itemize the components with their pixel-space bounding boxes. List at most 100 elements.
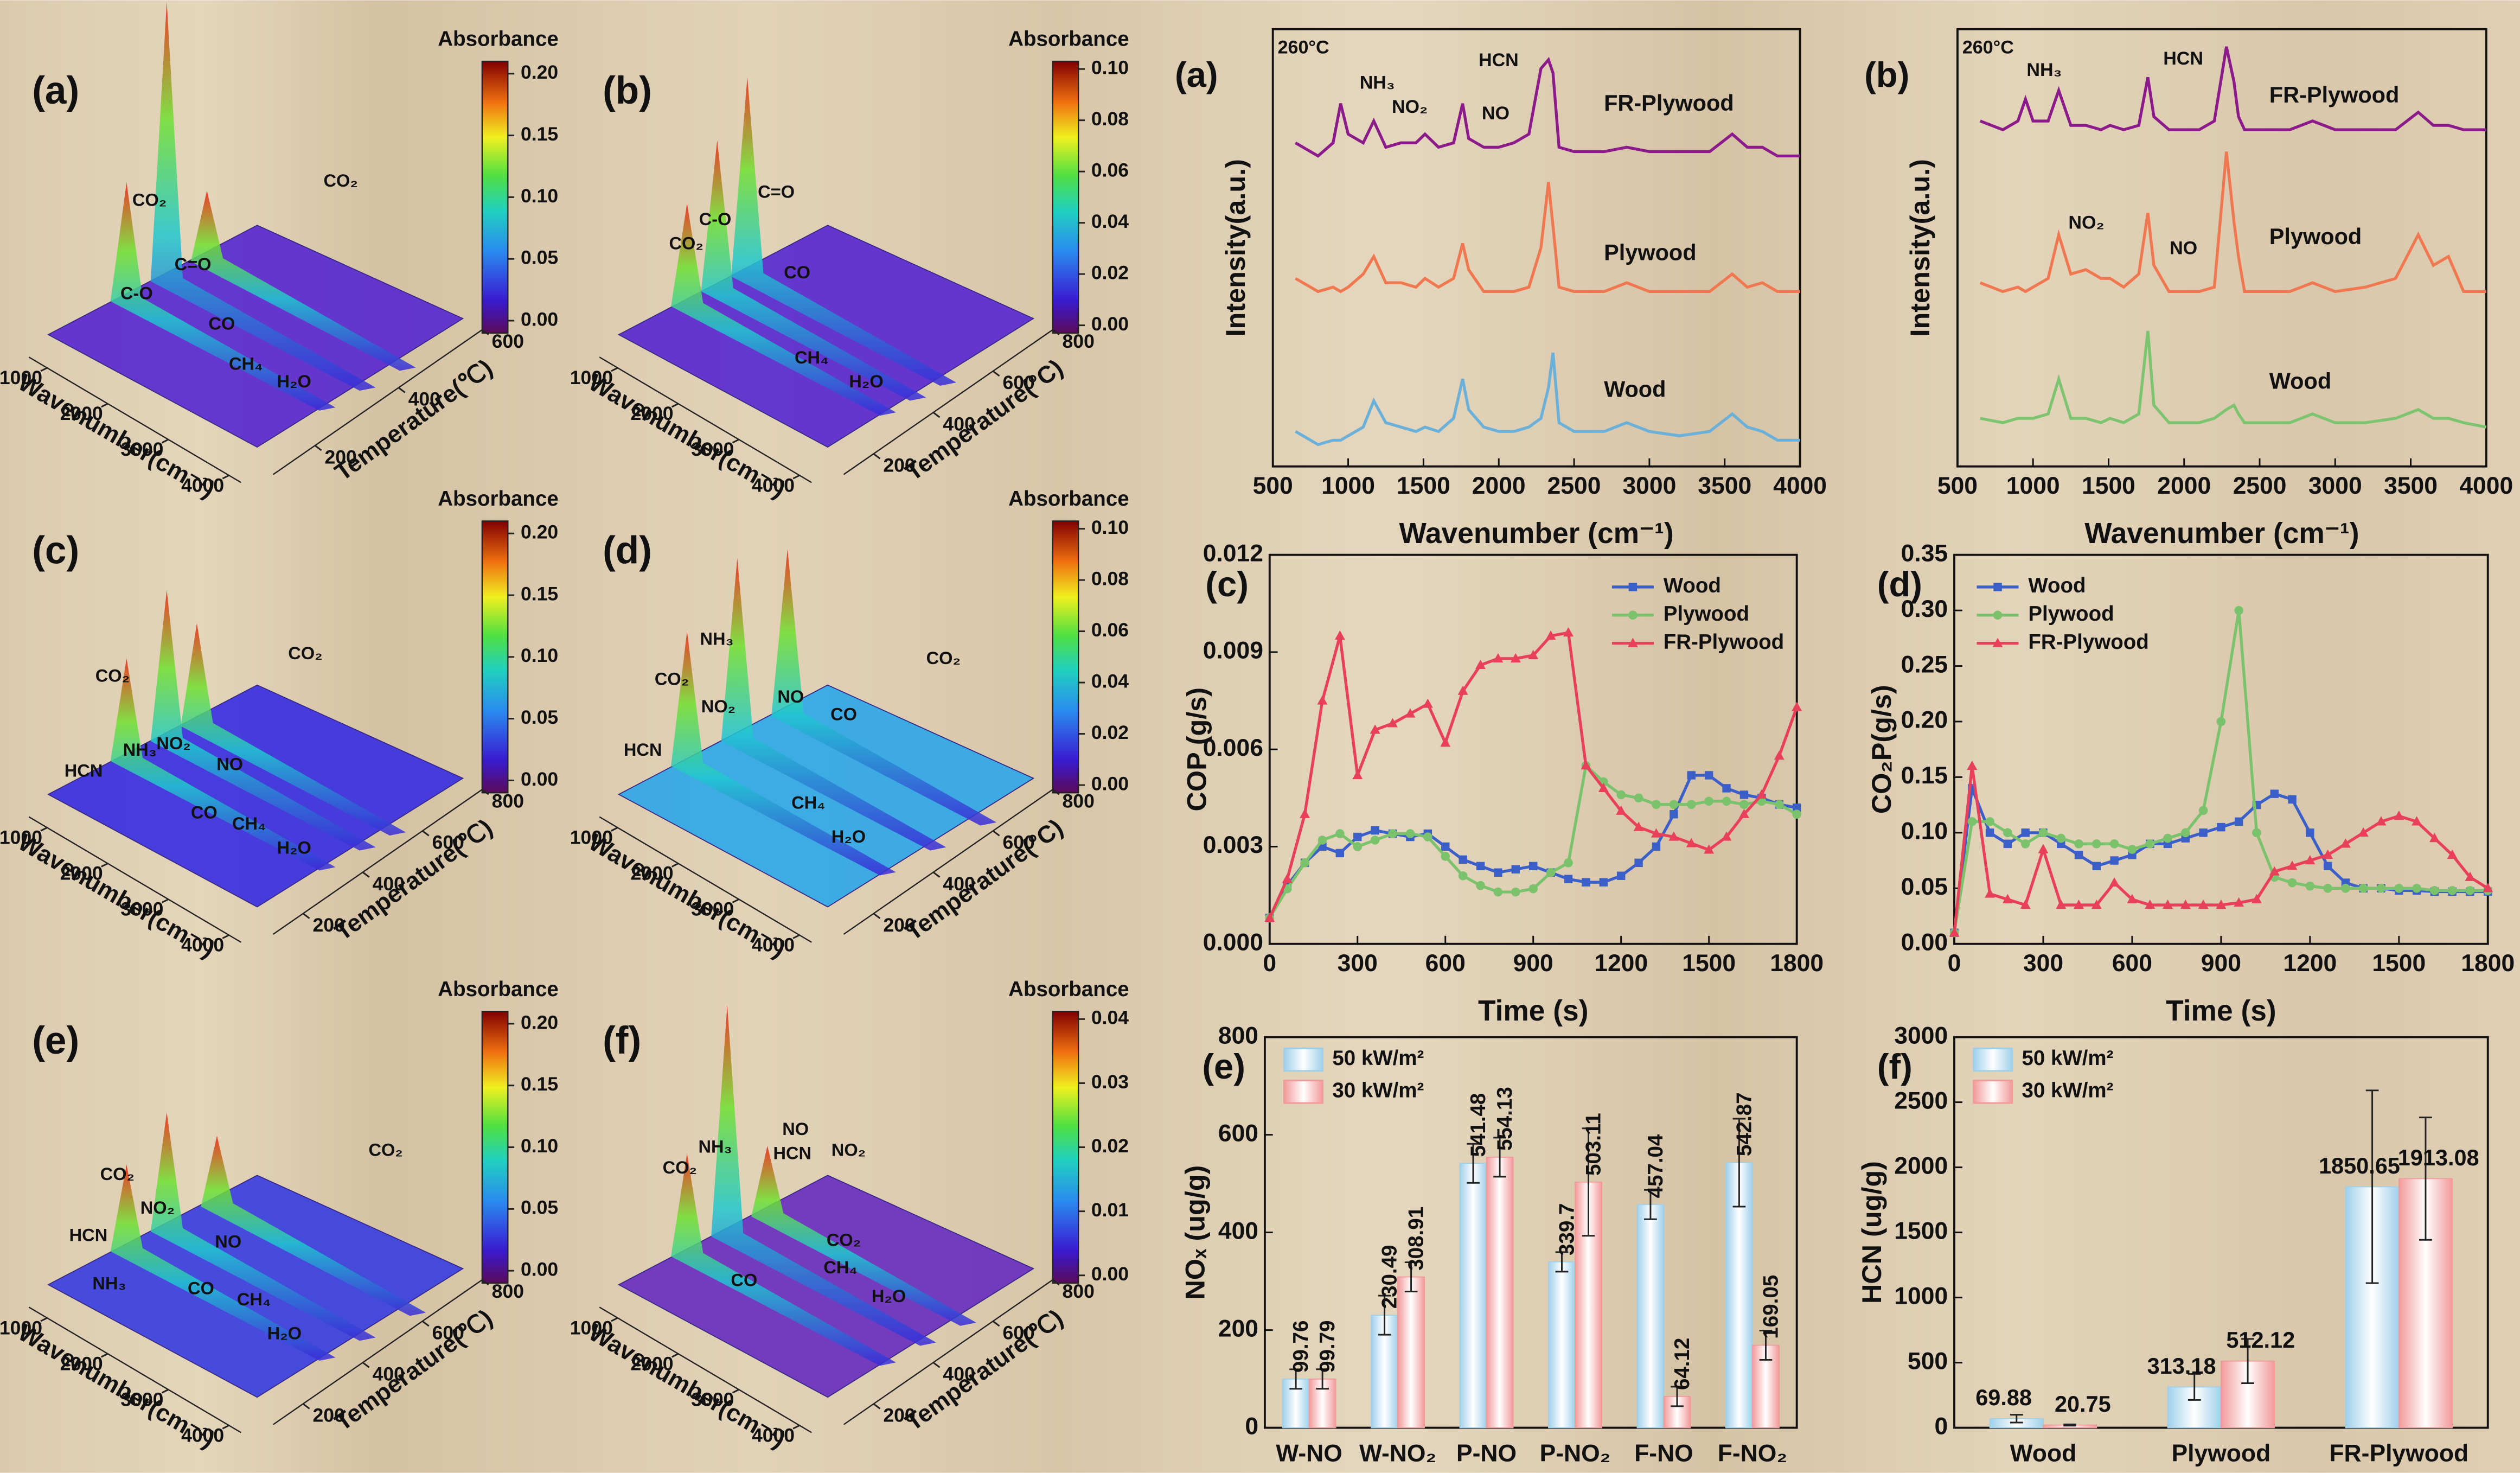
colorbar-title: Absorbance	[1008, 487, 1129, 511]
surface-peak	[721, 558, 946, 851]
y-tick	[302, 913, 310, 919]
x-axis	[599, 1306, 812, 1433]
marker	[2217, 822, 2225, 832]
annotation: H₂O	[832, 826, 866, 846]
x-tick	[101, 403, 108, 408]
annotation: C-O	[120, 283, 153, 303]
marker	[1458, 871, 1468, 881]
colorbar	[481, 60, 509, 334]
marker	[1387, 718, 1398, 728]
marker	[1511, 887, 1520, 897]
x-tick-label: 1000	[2006, 473, 2060, 499]
x-tick-label: 2000	[631, 863, 674, 884]
y-tick-label: 0.00	[1901, 929, 1948, 955]
legend-marker	[1993, 610, 2003, 620]
x-tick-label: 4000	[181, 934, 224, 956]
annotation: CH₄	[795, 347, 829, 367]
legend-swatch	[1973, 1080, 2013, 1104]
y-tick	[1052, 1279, 1060, 1286]
marker	[2109, 877, 2120, 887]
y-tick-label: 600	[492, 330, 524, 352]
marker	[2163, 833, 2172, 843]
marker	[1985, 817, 1994, 826]
annotation: NO₂	[1392, 97, 1428, 117]
y-tick-label: 200	[883, 1405, 915, 1426]
colorbar-tick-label: 0.10	[521, 185, 558, 207]
error-bar	[1316, 1368, 1329, 1390]
annotation: HCN	[773, 1143, 811, 1163]
surface-peak	[731, 77, 956, 386]
marker	[1652, 800, 1661, 809]
x-tick-label: 2000	[2157, 473, 2211, 499]
x-tick	[40, 827, 48, 832]
marker	[1669, 800, 1679, 809]
y-tick-label: 400	[408, 388, 440, 410]
y-tick	[302, 1403, 310, 1410]
series-label: Wood	[1604, 376, 1666, 401]
x-tick	[671, 403, 679, 408]
marker	[2056, 833, 2066, 843]
y-tick-label: 400	[943, 873, 975, 895]
marker	[1599, 878, 1608, 887]
x-tick-label: 4000	[1773, 473, 1827, 499]
colorbar-tick-label: 0.03	[1091, 1071, 1129, 1093]
y-axis-label: CO₂P(g/s)	[1866, 685, 1897, 814]
legend-label: 50 kW/m²	[2022, 1047, 2113, 1070]
panel-label: (d)	[603, 529, 652, 572]
error-bar	[1644, 1189, 1657, 1220]
error-bar	[2241, 1338, 2254, 1384]
marker	[1476, 862, 1485, 871]
y-tick-label: 400	[1218, 1217, 1258, 1244]
marker	[2002, 894, 2013, 903]
series-line	[1980, 330, 2487, 429]
marker	[1616, 790, 1626, 800]
marker	[1511, 865, 1520, 873]
marker	[1370, 836, 1380, 845]
marker	[2074, 851, 2083, 859]
legend-label: FR-Plywood	[2028, 630, 2148, 654]
x-tick-label: 3000	[120, 438, 163, 460]
bar	[1636, 1204, 1665, 1429]
x-tick-label: FR-Plywood	[2329, 1440, 2468, 1467]
marker	[1352, 769, 1363, 780]
value-label: 99.79	[1316, 1321, 1339, 1373]
legend-label: 30 kW/m²	[2022, 1079, 2113, 1102]
x-tick-label: 1000	[0, 827, 42, 849]
error-bar	[1289, 1368, 1302, 1390]
marker	[1774, 800, 1784, 809]
marker	[1457, 685, 1468, 695]
marker	[1616, 805, 1627, 815]
marker	[1722, 784, 1731, 793]
legend-label: FR-Plywood	[1664, 630, 1784, 654]
value-label: 69.88	[1975, 1385, 2032, 1410]
annotation: NO₂	[2068, 212, 2104, 233]
marker	[2358, 827, 2369, 837]
marker	[1475, 659, 1486, 669]
bar	[1459, 1163, 1487, 1429]
marker	[1687, 771, 1696, 780]
error-bar	[1759, 1329, 1773, 1361]
y-tick-label: 600	[432, 832, 464, 853]
x-tick-label: 4000	[752, 1424, 795, 1446]
marker	[2376, 816, 2387, 826]
y-tick-label: 200	[1218, 1315, 1258, 1342]
x-tick	[732, 1388, 739, 1394]
annotation: CO₂	[100, 1164, 135, 1184]
annotation: NH₃	[123, 739, 157, 760]
marker	[1634, 858, 1643, 868]
annotation: CO	[784, 262, 810, 282]
marker	[1494, 868, 1502, 877]
marker	[1493, 887, 1503, 897]
y-axis	[273, 789, 483, 935]
x-tick-label: 2000	[60, 863, 103, 884]
value-label: 503.11	[1582, 1113, 1606, 1176]
colorbar-title: Absorbance	[1008, 978, 1129, 1001]
marker	[2306, 828, 2314, 837]
y-axis-label: Intensity(a.u.)	[1220, 159, 1251, 336]
error-bar	[1493, 1137, 1506, 1178]
marker	[1529, 862, 1538, 871]
y-tick-label: 800	[1063, 790, 1095, 812]
marker	[1282, 873, 1293, 883]
y-tick	[314, 445, 322, 451]
marker	[1423, 832, 1432, 841]
